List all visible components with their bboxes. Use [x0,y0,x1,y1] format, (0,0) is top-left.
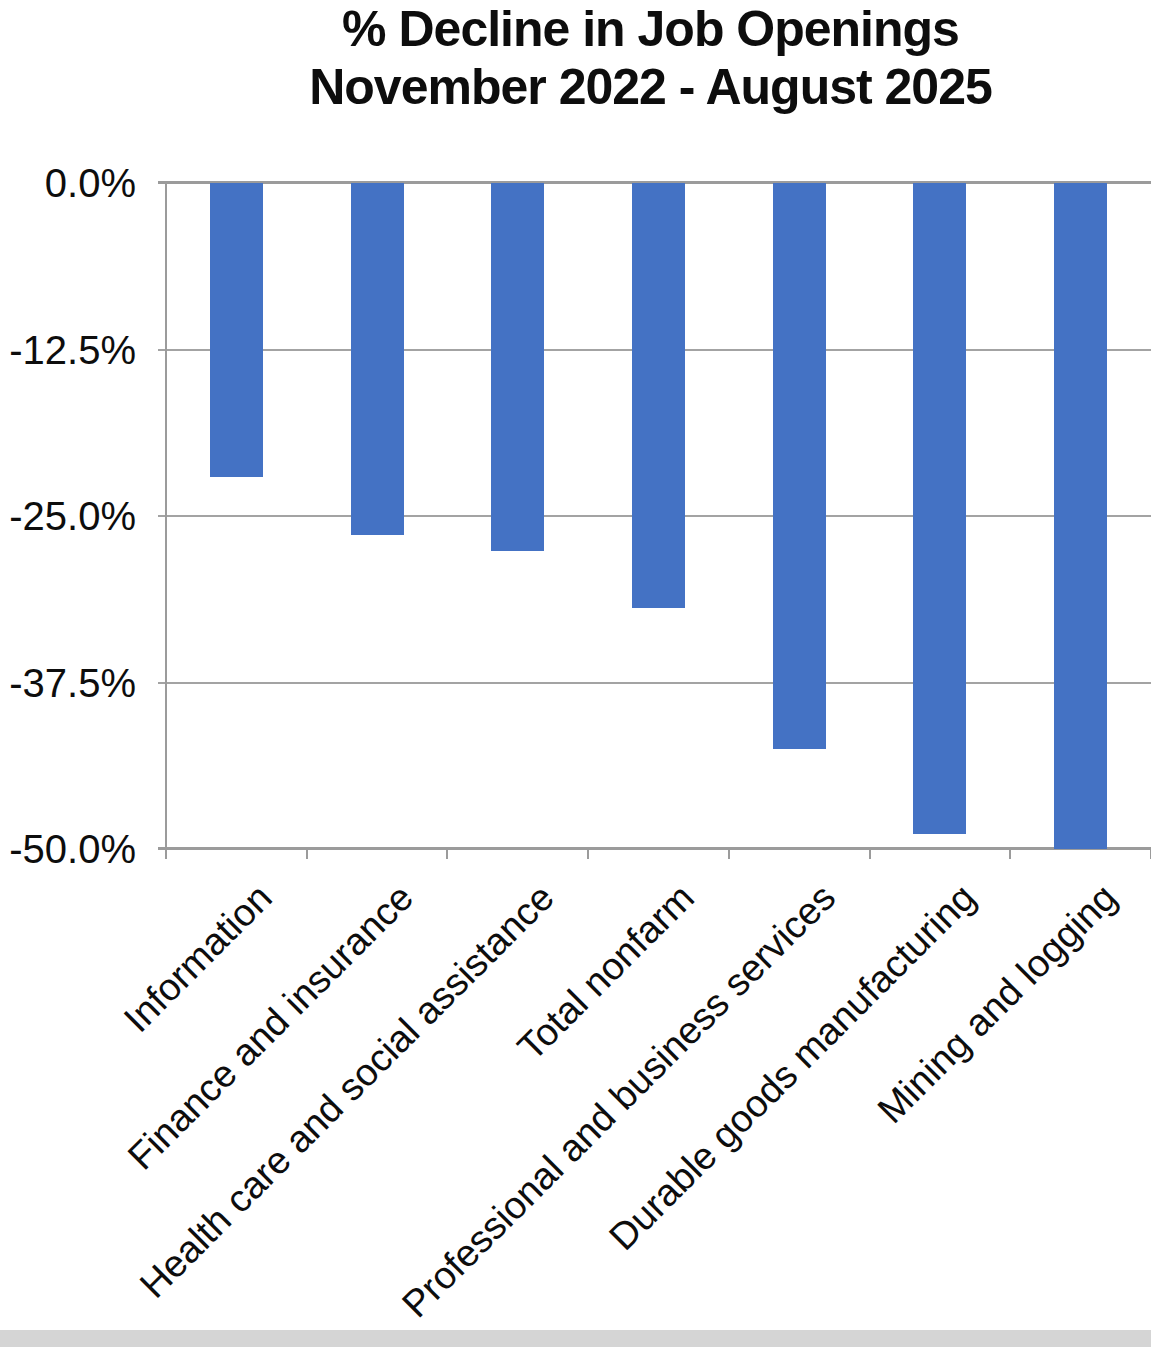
bar [1054,183,1107,849]
bar [773,183,826,749]
y-axis-tick-label: -25.0% [0,492,136,540]
y-axis-tick-label: -50.0% [0,825,136,873]
x-axis-tick [587,849,589,859]
x-axis-category-label: Finance and insurance [119,876,421,1178]
bar [351,183,404,535]
chart: % Decline in Job Openings November 2022 … [0,0,1151,1347]
y-axis-tick-label: -12.5% [0,326,136,374]
gridline [158,682,1151,684]
x-axis-tick [869,849,871,859]
bar [491,183,544,551]
chart-title-line2: November 2022 - August 2025 [150,58,1151,116]
chart-title-line1: % Decline in Job Openings [150,0,1151,58]
chart-title: % Decline in Job Openings November 2022 … [150,0,1151,116]
x-axis-tick [728,849,730,859]
x-axis-tick [306,849,308,859]
bar [913,183,966,834]
y-axis-tick-label: 0.0% [0,159,136,207]
x-axis-tick [165,849,167,859]
y-axis-line [165,181,167,858]
bar [632,183,685,608]
x-axis-category-label: Mining and logging [869,876,1125,1132]
bar [210,183,263,477]
x-axis-tick [1009,849,1011,859]
x-axis-tick [446,849,448,859]
y-axis-tick-label: -37.5% [0,659,136,707]
decorative-bottom-strip [0,1330,1151,1347]
